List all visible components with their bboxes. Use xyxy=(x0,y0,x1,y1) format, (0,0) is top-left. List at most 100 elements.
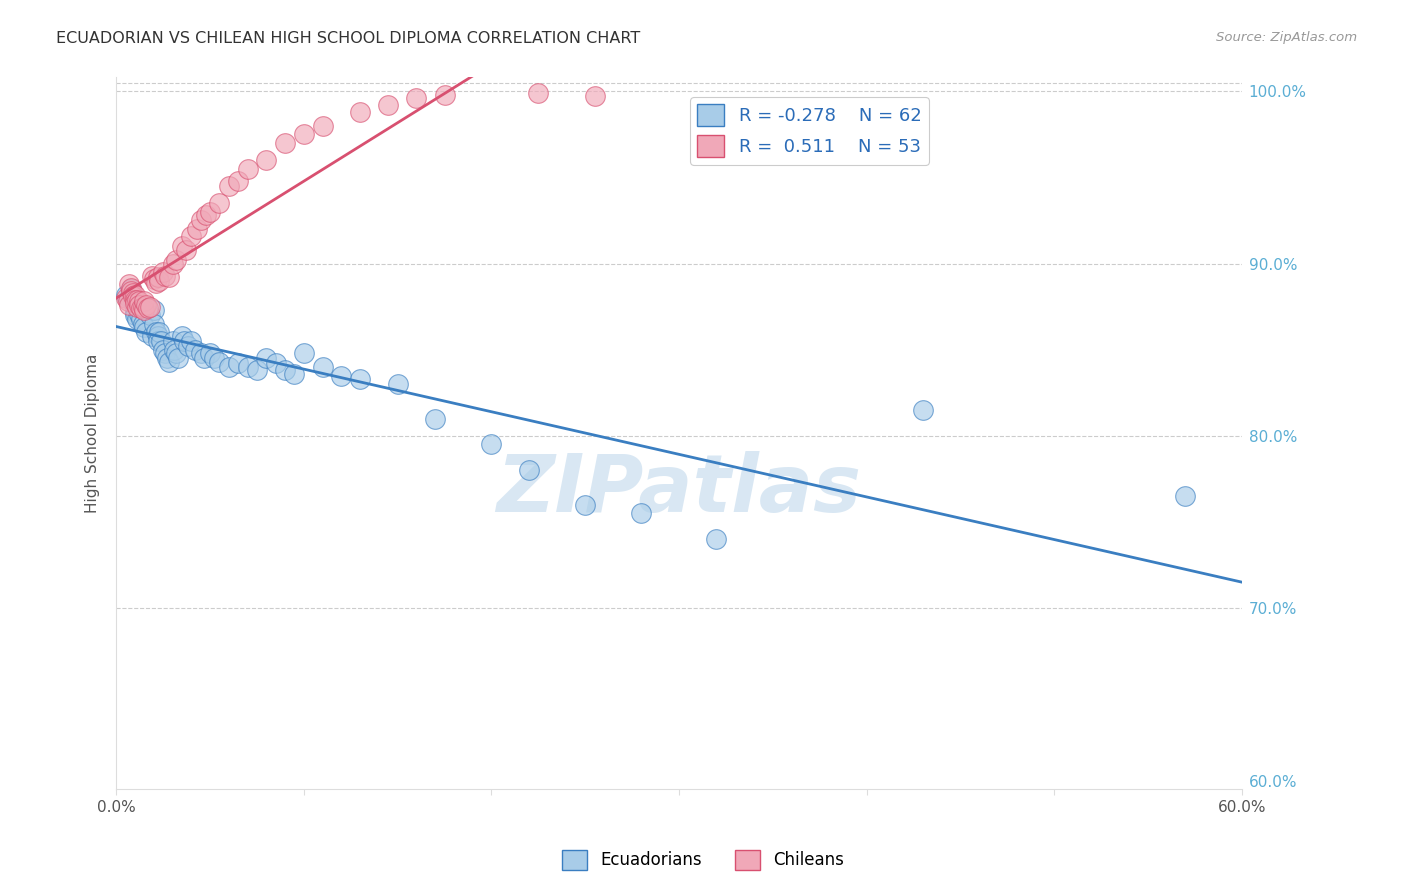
Point xyxy=(292,128,315,142)
Point xyxy=(184,343,207,357)
Point xyxy=(134,294,156,309)
Point xyxy=(122,285,145,300)
Point xyxy=(170,239,193,253)
Point xyxy=(311,119,333,133)
Point xyxy=(218,179,240,194)
Point xyxy=(122,294,145,309)
Point xyxy=(134,320,156,334)
Point xyxy=(153,268,176,283)
Point xyxy=(311,359,333,374)
Point xyxy=(124,308,146,322)
Point xyxy=(481,437,503,451)
Point xyxy=(254,351,277,366)
Point xyxy=(377,98,399,112)
Point xyxy=(527,86,550,100)
Point xyxy=(153,346,176,360)
Point xyxy=(146,270,169,285)
Point xyxy=(128,294,150,309)
Point xyxy=(911,403,934,417)
Point xyxy=(706,533,728,547)
Point xyxy=(246,363,269,377)
Point xyxy=(150,334,173,348)
Point xyxy=(157,355,180,369)
Point xyxy=(173,334,195,348)
Point xyxy=(165,346,187,360)
Point xyxy=(114,287,136,301)
Point xyxy=(190,346,212,360)
Point xyxy=(405,91,427,105)
Point xyxy=(141,329,163,343)
Point xyxy=(142,272,165,286)
Point xyxy=(134,303,156,318)
Point xyxy=(630,507,652,521)
Point xyxy=(226,357,249,371)
Point xyxy=(124,293,146,307)
Point xyxy=(118,298,141,312)
Point xyxy=(433,87,456,102)
Point xyxy=(162,334,184,348)
Point xyxy=(423,411,446,425)
Point xyxy=(349,104,371,119)
Point xyxy=(226,174,249,188)
Point xyxy=(254,153,277,168)
Text: ZIPatlas: ZIPatlas xyxy=(496,451,862,529)
Text: Source: ZipAtlas.com: Source: ZipAtlas.com xyxy=(1216,31,1357,45)
Point xyxy=(190,213,212,227)
Point xyxy=(136,301,159,316)
Point xyxy=(135,326,157,340)
Point xyxy=(125,293,148,307)
Point xyxy=(148,274,170,288)
Point xyxy=(330,368,353,383)
Point xyxy=(292,346,315,360)
Point xyxy=(122,289,145,303)
Point xyxy=(349,372,371,386)
Point xyxy=(124,300,146,314)
Point xyxy=(120,284,142,298)
Point xyxy=(146,329,169,343)
Point xyxy=(142,317,165,331)
Point xyxy=(202,351,225,366)
Point xyxy=(128,306,150,320)
Point xyxy=(193,351,215,366)
Point xyxy=(124,287,146,301)
Point xyxy=(157,270,180,285)
Point xyxy=(165,253,187,268)
Legend: Ecuadorians, Chileans: Ecuadorians, Chileans xyxy=(555,843,851,877)
Point xyxy=(152,343,174,357)
Point xyxy=(124,305,146,319)
Point xyxy=(139,308,162,322)
Point xyxy=(167,351,190,366)
Point xyxy=(128,298,150,312)
Point xyxy=(283,367,305,381)
Point xyxy=(145,276,167,290)
Point xyxy=(156,351,179,366)
Point xyxy=(236,359,259,374)
Point xyxy=(131,300,153,314)
Point xyxy=(120,281,142,295)
Point xyxy=(174,243,197,257)
Point xyxy=(125,311,148,326)
Point xyxy=(114,291,136,305)
Point xyxy=(139,300,162,314)
Point xyxy=(118,277,141,292)
Point xyxy=(118,291,141,305)
Point xyxy=(120,282,142,296)
Legend: R = -0.278    N = 62, R =  0.511    N = 53: R = -0.278 N = 62, R = 0.511 N = 53 xyxy=(690,97,929,165)
Point xyxy=(198,346,221,360)
Point xyxy=(195,208,218,222)
Point xyxy=(146,334,169,348)
Point xyxy=(186,222,208,236)
Point xyxy=(170,329,193,343)
Point xyxy=(236,161,259,176)
Point xyxy=(176,339,198,353)
Point xyxy=(152,265,174,279)
Point xyxy=(135,298,157,312)
Point xyxy=(583,89,606,103)
Point xyxy=(198,205,221,219)
Point xyxy=(574,498,596,512)
Point xyxy=(274,363,297,377)
Point xyxy=(129,311,152,326)
Point xyxy=(129,301,152,316)
Point xyxy=(131,317,153,331)
Point xyxy=(264,357,287,371)
